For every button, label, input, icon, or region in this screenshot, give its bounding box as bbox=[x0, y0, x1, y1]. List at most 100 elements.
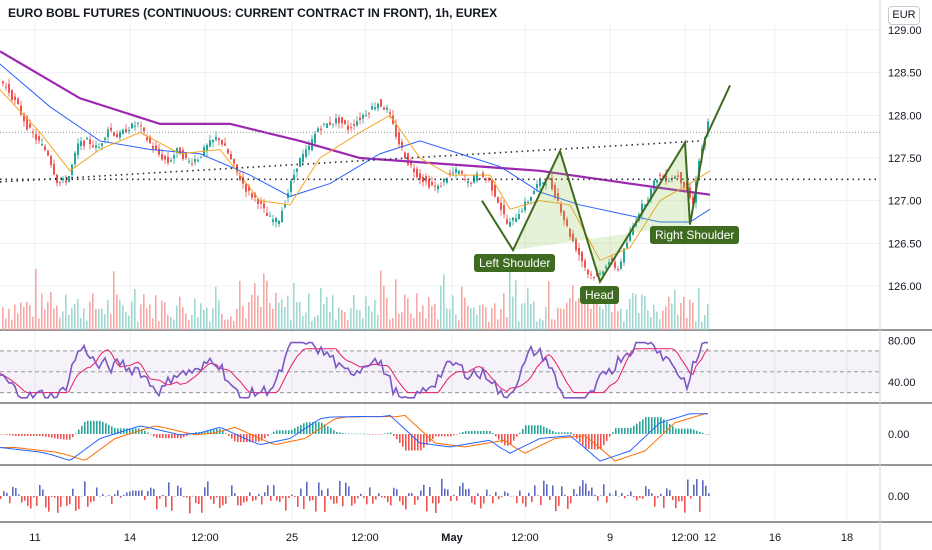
macd-hist-bar bbox=[699, 431, 701, 434]
macd-hist-bar bbox=[45, 434, 47, 437]
candle-body bbox=[335, 118, 337, 124]
macd-hist-bar bbox=[633, 425, 635, 434]
volume-bar bbox=[449, 308, 451, 330]
volume-bar bbox=[143, 294, 145, 330]
candle-body bbox=[530, 196, 532, 201]
candle-body bbox=[422, 176, 424, 183]
left-shoulder-label: Left Shoulder bbox=[474, 254, 556, 272]
candle-body bbox=[314, 133, 316, 144]
volume-bar bbox=[428, 297, 430, 330]
candle-body bbox=[668, 180, 670, 182]
macd-hist-bar bbox=[126, 428, 128, 434]
macd-hist-bar bbox=[375, 434, 377, 435]
volume-bar bbox=[71, 307, 73, 330]
time-tick-label: 12:00 bbox=[191, 532, 219, 544]
osc-bar bbox=[126, 492, 128, 496]
osc-bar bbox=[195, 496, 197, 503]
macd-hist-bar bbox=[282, 430, 284, 434]
macd-hist-bar bbox=[60, 434, 62, 440]
candle-body bbox=[578, 247, 580, 255]
macd-hist-bar bbox=[546, 428, 548, 434]
rsi-tick-label: 80.00 bbox=[888, 335, 916, 347]
volume-bar bbox=[512, 296, 514, 330]
volume-bar bbox=[350, 308, 352, 330]
candle-body bbox=[647, 199, 649, 201]
macd-hist-bar bbox=[597, 434, 599, 450]
osc-bar bbox=[669, 490, 671, 496]
macd-hist-bar bbox=[420, 434, 422, 451]
osc-bar bbox=[546, 484, 548, 496]
volume-bar bbox=[485, 307, 487, 330]
macd-hist-bar bbox=[555, 432, 557, 434]
osc-bar bbox=[480, 496, 482, 509]
volume-bar bbox=[584, 293, 586, 330]
candle-body bbox=[545, 183, 547, 185]
volume-bar bbox=[476, 314, 478, 330]
candle-body bbox=[35, 134, 37, 140]
volume-bar bbox=[194, 298, 196, 330]
candle-body bbox=[344, 120, 346, 124]
time-tick-label: 11 bbox=[29, 532, 40, 544]
volume-bar bbox=[671, 303, 673, 330]
volume-bar bbox=[254, 283, 256, 330]
candle-body bbox=[419, 173, 421, 179]
osc-bar bbox=[258, 494, 260, 496]
volume-bar bbox=[377, 315, 379, 330]
osc-bar bbox=[135, 490, 137, 496]
volume-bar bbox=[287, 295, 289, 330]
macd-hist-bar bbox=[678, 428, 680, 434]
candle-body bbox=[377, 103, 379, 109]
candle-body bbox=[359, 117, 361, 120]
candle-body bbox=[263, 203, 265, 209]
candle-body bbox=[104, 137, 106, 140]
macd-hist-bar bbox=[48, 434, 50, 438]
volume-bar bbox=[602, 308, 604, 330]
macd-hist-bar bbox=[6, 434, 8, 435]
candle-body bbox=[317, 128, 319, 132]
volume-bar bbox=[422, 305, 424, 330]
volume-bar bbox=[455, 314, 457, 330]
volume-bar bbox=[134, 288, 136, 330]
candle-body bbox=[173, 155, 175, 159]
osc-bar bbox=[456, 496, 458, 501]
macd-hist-bar bbox=[315, 422, 317, 434]
candle-body bbox=[200, 156, 202, 158]
candle-body bbox=[599, 273, 601, 275]
macd-hist-bar bbox=[669, 424, 671, 434]
volume-bar bbox=[452, 295, 454, 330]
macd-hist-bar bbox=[381, 434, 383, 435]
volume-bar bbox=[263, 273, 265, 330]
osc-bar bbox=[513, 495, 515, 497]
volume-bar bbox=[509, 271, 511, 330]
macd-hist-bar bbox=[501, 434, 503, 443]
macd-hist-bar bbox=[72, 434, 74, 438]
osc-bar bbox=[174, 496, 176, 497]
macd-hist-bar bbox=[606, 434, 608, 441]
candle-body bbox=[611, 257, 613, 261]
osc-bar bbox=[639, 496, 641, 499]
volume-bar bbox=[233, 321, 235, 330]
candle-body bbox=[428, 179, 430, 188]
macd-hist-bar bbox=[225, 433, 227, 434]
volume-bar bbox=[323, 304, 325, 330]
macd-hist-bar bbox=[339, 432, 341, 434]
macd-hist-bar bbox=[498, 434, 500, 440]
volume-bar bbox=[77, 299, 79, 330]
candle-body bbox=[497, 197, 499, 203]
volume-bar bbox=[65, 294, 67, 330]
macd-hist-bar bbox=[333, 430, 335, 434]
candle-body bbox=[275, 217, 277, 222]
osc-bar bbox=[657, 496, 659, 498]
volume-bar bbox=[257, 295, 259, 330]
candle-body bbox=[23, 113, 25, 122]
osc-bar bbox=[681, 496, 683, 502]
osc-bar bbox=[366, 496, 368, 505]
candle-body bbox=[527, 201, 529, 203]
candle-body bbox=[386, 107, 388, 110]
candle-body bbox=[191, 163, 193, 165]
candle-body bbox=[326, 123, 328, 128]
osc-bar bbox=[282, 496, 284, 499]
currency-button[interactable]: EUR bbox=[888, 6, 920, 25]
